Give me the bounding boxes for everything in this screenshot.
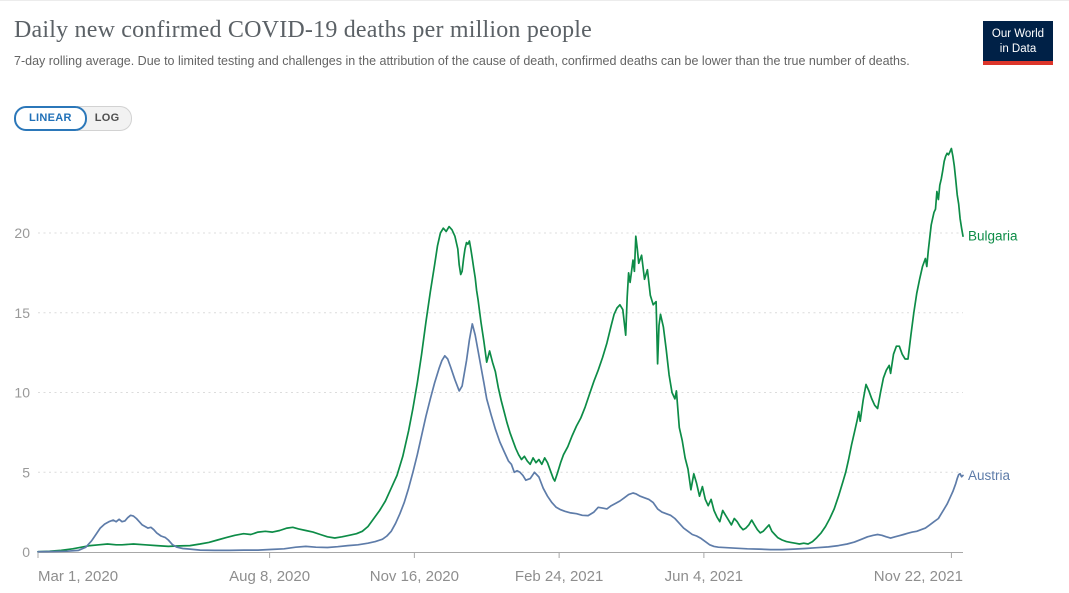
austria-series-label: Austria: [968, 468, 1011, 483]
x-tick-label: Jun 4, 2021: [665, 568, 743, 585]
y-tick-label: 5: [22, 464, 30, 480]
chart-subtitle: 7-day rolling average. Due to limited te…: [14, 54, 910, 68]
y-tick-label: 20: [14, 225, 30, 241]
y-tick-label: 10: [14, 385, 30, 401]
owid-logo-text-line2: in Data: [999, 42, 1037, 55]
x-tick-label: Feb 24, 2021: [515, 568, 603, 585]
x-tick-label: Mar 1, 2020: [38, 568, 118, 585]
x-tick-label: Nov 22, 2021: [874, 568, 963, 585]
page-title: Daily new confirmed COVID-19 deaths per …: [14, 17, 592, 43]
y-tick-label: 15: [14, 305, 30, 321]
owid-logo[interactable]: Our World in Data: [983, 21, 1053, 65]
x-tick-label: Aug 8, 2020: [229, 568, 310, 585]
linear-scale-button[interactable]: LINEAR: [14, 106, 87, 131]
y-tick-label: 0: [22, 544, 30, 560]
owid-logo-text-line1: Our World: [991, 28, 1045, 40]
x-tick-label: Nov 16, 2020: [370, 568, 459, 585]
austria-line[interactable]: [37, 323, 964, 553]
bulgaria-series-label: Bulgaria: [968, 229, 1018, 244]
bulgaria-line[interactable]: [37, 147, 964, 553]
scale-toggle: LINEAR LOG: [14, 106, 133, 131]
